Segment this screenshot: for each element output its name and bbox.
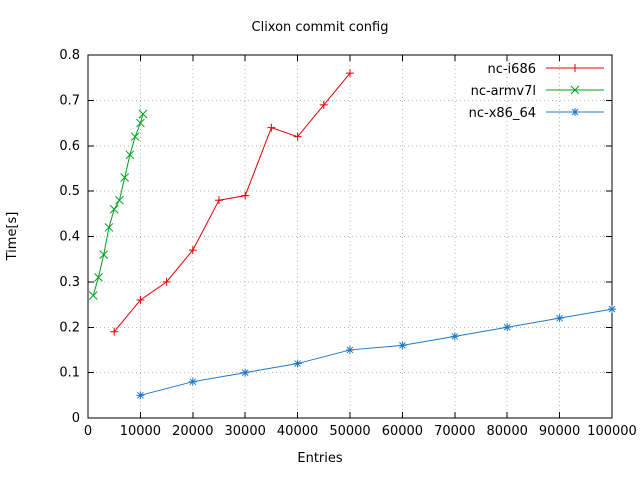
x-tick-label: 10000	[120, 424, 161, 439]
asterisk-marker	[346, 345, 354, 354]
asterisk-marker	[398, 341, 407, 350]
series-nc-armv7l	[88, 109, 148, 300]
series-nc-i686	[110, 69, 354, 336]
x-marker	[115, 195, 124, 205]
x-marker	[99, 250, 109, 260]
x-tick-label: 60000	[382, 424, 423, 439]
x-marker	[94, 272, 103, 282]
x-marker	[120, 173, 130, 182]
plus-marker	[346, 69, 354, 78]
plus-marker	[293, 132, 302, 141]
y-tick-label: 0	[72, 411, 80, 426]
x-tick-label: 30000	[225, 424, 266, 439]
legend-label-nc-armv7l: nc-armv7l	[471, 84, 536, 99]
x-tick-label: 70000	[434, 424, 475, 439]
x-marker	[570, 85, 580, 95]
plus-marker	[267, 123, 276, 132]
series-nc-x86_64	[136, 305, 616, 400]
legend-label-nc-i686: nc-i686	[487, 62, 536, 77]
chart-title: Clixon commit config	[252, 20, 389, 35]
x-tick-label: 20000	[172, 424, 213, 439]
asterisk-marker	[450, 332, 459, 341]
asterisk-marker	[136, 391, 145, 400]
y-axis-label: Time[s]	[5, 212, 20, 262]
y-tick-label: 0.6	[59, 139, 80, 154]
asterisk-marker	[241, 368, 250, 377]
asterisk-marker	[608, 305, 616, 314]
plus-marker	[241, 191, 250, 200]
x-marker	[104, 223, 114, 232]
x-marker	[88, 291, 98, 300]
x-tick-label: 50000	[329, 424, 370, 439]
legend: nc-i686 nc-armv7l nc-x86_64	[469, 62, 604, 121]
y-tick-label: 0.8	[59, 48, 80, 63]
y-tick-label: 0.3	[59, 275, 80, 290]
asterisk-marker	[188, 377, 197, 386]
x-tick-label: 90000	[539, 424, 580, 439]
plus-marker	[162, 277, 171, 286]
asterisk-marker	[293, 359, 302, 368]
x-marker	[136, 118, 145, 128]
x-axis-label: Entries	[297, 451, 343, 466]
plus-marker	[188, 246, 197, 255]
y-tick-label: 0.4	[59, 230, 80, 245]
x-marker	[130, 132, 140, 142]
series-line	[113, 72, 351, 333]
x-tick-label: 0	[84, 424, 92, 439]
x-marker	[138, 109, 148, 119]
plus-marker	[215, 196, 223, 205]
axes: 0 10000 20000 30000 40000 50000 60000 70000 8000…	[59, 48, 637, 439]
y-tick-label: 0.5	[59, 184, 80, 199]
plus-marker	[110, 327, 119, 336]
plot-border	[87, 54, 613, 419]
y-tick-label: 0.2	[59, 320, 80, 335]
plus-marker	[319, 100, 328, 109]
x-tick-label: 80000	[487, 424, 528, 439]
legend-samples	[546, 64, 604, 116]
x-marker	[125, 150, 135, 160]
series-line	[140, 308, 613, 396]
legend-label-nc-x86_64: nc-x86_64	[469, 106, 536, 121]
x-marker	[109, 204, 119, 214]
y-tick-label: 0.1	[59, 366, 80, 381]
asterisk-marker	[571, 108, 579, 116]
y-tick-label: 0.7	[59, 93, 80, 108]
series-line	[92, 113, 144, 296]
plus-marker	[136, 296, 145, 305]
x-tick-label: 40000	[277, 424, 318, 439]
plus-marker	[571, 64, 579, 72]
asterisk-marker	[555, 314, 564, 323]
series	[88, 69, 616, 400]
x-tick-label: 100000	[587, 424, 637, 439]
asterisk-marker	[503, 323, 512, 332]
